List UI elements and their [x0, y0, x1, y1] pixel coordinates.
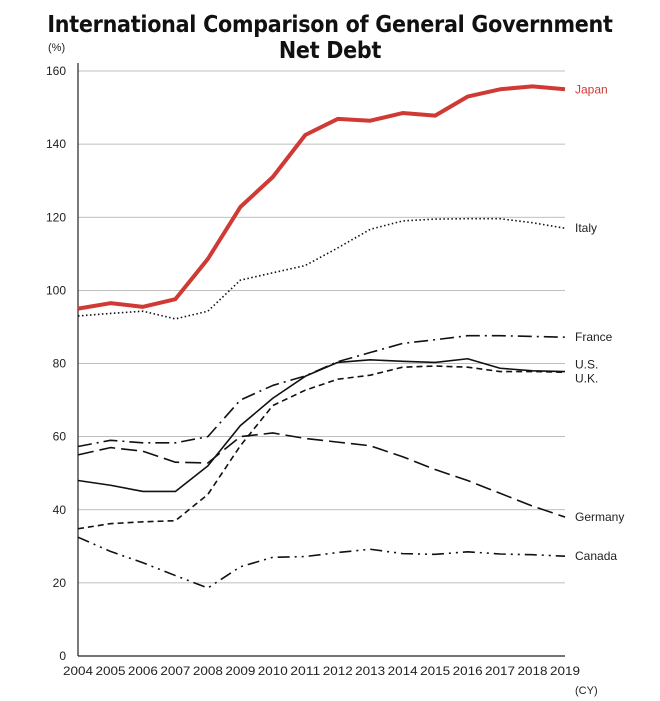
series-label: Japan: [575, 82, 608, 96]
x-tick-label: 2005: [95, 664, 125, 678]
y-tick-label: 120: [46, 210, 66, 224]
y-tick-label: 40: [53, 503, 67, 517]
x-tick-label: 2018: [518, 664, 548, 678]
y-tick-label: 160: [46, 64, 66, 78]
y-tick-label: 80: [53, 357, 67, 371]
x-tick-label: 2010: [258, 664, 288, 678]
x-tick-label: 2006: [128, 664, 158, 678]
x-tick-label: 2007: [160, 664, 190, 678]
series-line-japan: [77, 84, 566, 311]
x-axis-label: (CY): [575, 685, 598, 697]
x-tick-label: 2016: [453, 664, 483, 678]
x-tick-label: 2019: [550, 664, 580, 678]
series-label: Italy: [575, 221, 597, 235]
x-tick-label: 2008: [193, 664, 223, 678]
series-line-france: [77, 334, 566, 448]
series-line-us: [77, 357, 566, 493]
y-tick-label: 100: [46, 283, 66, 297]
chart-title: International Comparison of General Gove…: [47, 12, 613, 64]
x-tick-label: 2004: [63, 664, 93, 678]
y-tick-label: 20: [53, 576, 67, 590]
series-line-canada: [77, 536, 566, 589]
y-axis-label: (%): [48, 42, 65, 54]
y-tick-label: 140: [46, 137, 66, 151]
y-tick-label: 60: [53, 430, 67, 444]
series-line-uk: [77, 365, 566, 530]
x-tick-label: 2011: [290, 664, 320, 678]
series-label: U.K.: [575, 371, 598, 385]
series-line-italy: [77, 217, 566, 320]
y-tick-label: 0: [59, 649, 66, 663]
x-tick-label: 2015: [420, 664, 450, 678]
series-label: U.S.: [575, 358, 598, 372]
series-line-germany: [77, 432, 566, 518]
x-tick-label: 2009: [225, 664, 255, 678]
series-label: France: [575, 330, 613, 344]
x-tick-label: 2012: [323, 664, 353, 678]
x-tick-label: 2013: [355, 664, 385, 678]
x-tick-label: 2017: [485, 664, 515, 678]
series-label: Germany: [575, 510, 624, 524]
series-label: Canada: [575, 549, 617, 563]
x-tick-label: 2014: [388, 664, 418, 678]
